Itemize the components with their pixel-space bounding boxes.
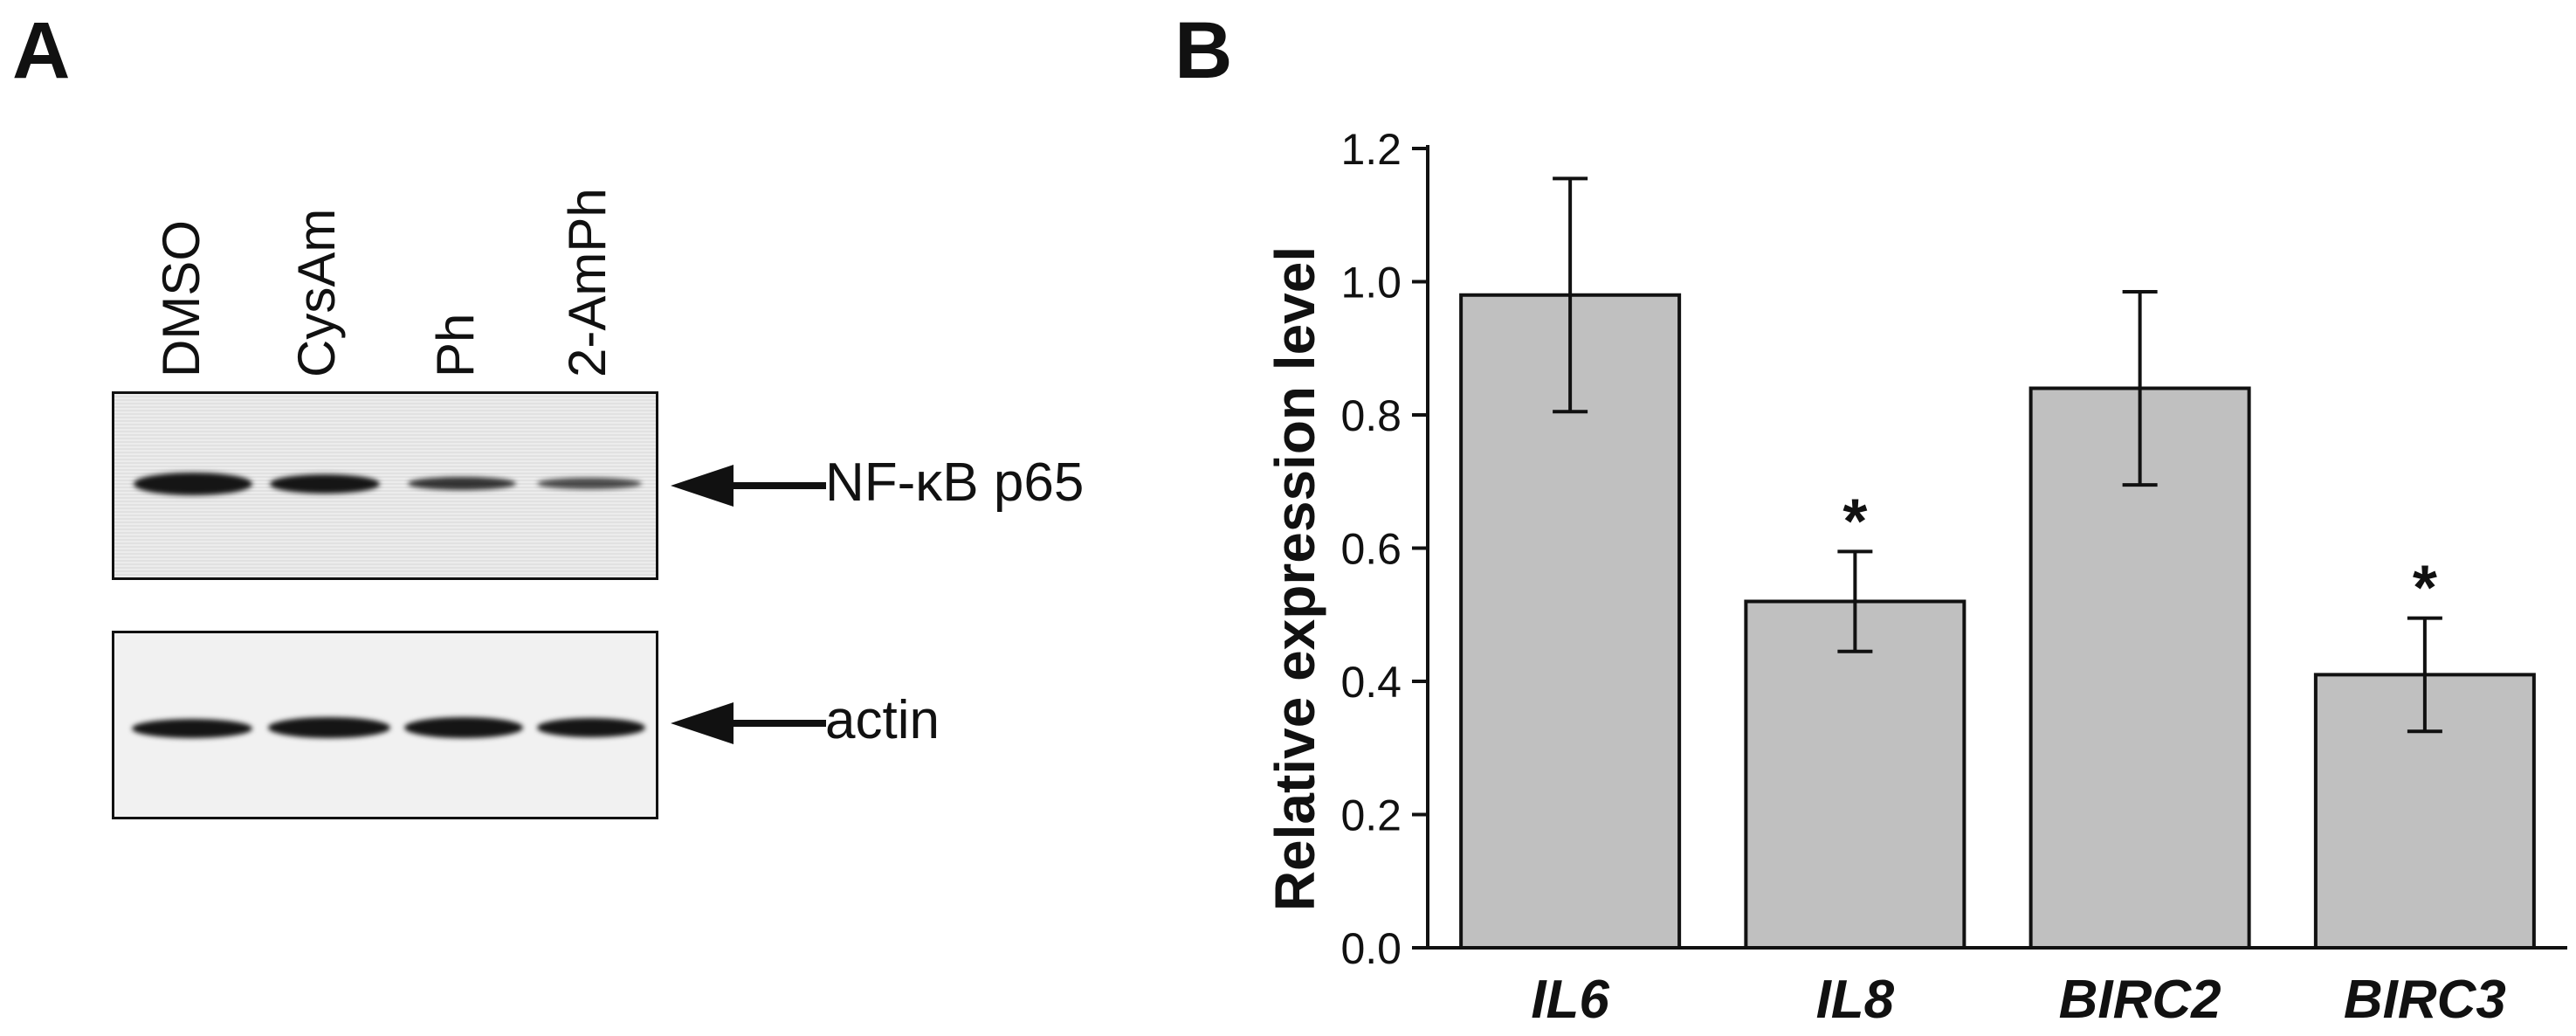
blot-label-nfkb-p65: NF-κB p65 — [825, 452, 1085, 513]
blot-band — [134, 473, 252, 495]
blot-band — [270, 474, 380, 494]
x-tick-label: IL6 — [1531, 970, 1609, 1030]
arrow-icon — [671, 465, 826, 507]
y-tick-label: 0.4 — [1340, 658, 1402, 707]
x-tick-label: IL8 — [1816, 970, 1895, 1030]
blot-band — [537, 718, 645, 737]
bar — [1744, 599, 1966, 950]
western-blot-nfkb-p65 — [112, 391, 658, 580]
y-tick-label: 1.0 — [1340, 259, 1402, 307]
x-tick-label: BIRC3 — [2344, 970, 2506, 1030]
significance-asterisk: * — [1842, 487, 1867, 556]
blot-band — [537, 478, 642, 489]
panel-b-letter: B — [1174, 6, 1233, 95]
y-tick-label: 0.0 — [1340, 924, 1402, 973]
blot-band — [132, 719, 252, 738]
y-tick-label: 1.2 — [1340, 125, 1402, 174]
blot-band — [404, 717, 523, 738]
blot-band — [268, 717, 390, 738]
arrow-icon — [671, 702, 826, 744]
y-tick-label: 0.8 — [1340, 391, 1402, 440]
significance-asterisk: * — [2413, 554, 2437, 624]
y-tick-label: 0.6 — [1340, 525, 1402, 574]
western-blot-actin — [112, 631, 658, 819]
blot-label-actin: actin — [825, 690, 940, 750]
x-tick-label: BIRC2 — [2059, 970, 2221, 1030]
blot-band — [408, 477, 516, 490]
y-axis-label: Relative expression level — [1264, 246, 1326, 911]
panel-a-letter: A — [12, 6, 71, 95]
y-tick-label: 0.2 — [1340, 791, 1402, 840]
